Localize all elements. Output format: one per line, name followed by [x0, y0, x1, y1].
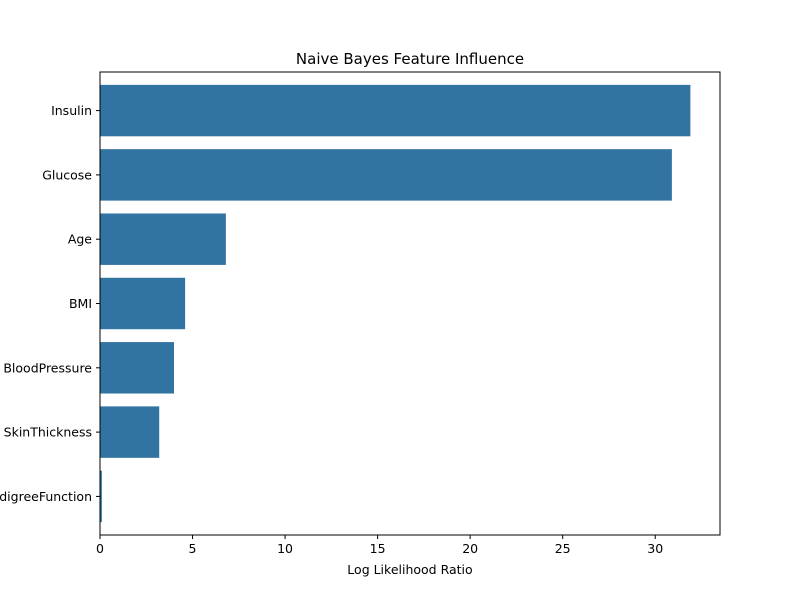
y-tick-label: DiabetesPedigreeFunction — [0, 489, 92, 504]
x-tick-label: 10 — [277, 541, 293, 556]
y-tick-label: Age — [68, 232, 92, 247]
x-tick-label: 25 — [555, 541, 571, 556]
y-tick-label: Insulin — [51, 103, 92, 118]
y-tick-label: SkinThickness — [4, 425, 92, 440]
bar-insulin — [100, 84, 691, 137]
bar-bmi — [100, 277, 186, 330]
x-tick-label: 20 — [462, 541, 478, 556]
x-axis-label: Log Likelihood Ratio — [347, 562, 472, 577]
x-tick-label: 30 — [647, 541, 663, 556]
plot-area: Insulin Glucose Age BMI BloodPressure SkinThi… — [0, 84, 691, 556]
chart-title: Naive Bayes Feature Influence — [296, 50, 524, 68]
y-tick-label: BloodPressure — [3, 360, 92, 375]
x-tick-label: 15 — [370, 541, 386, 556]
y-tick-label: BMI — [69, 296, 92, 311]
y-tick-label: Glucose — [42, 167, 92, 182]
bar-skinthickness — [100, 406, 160, 458]
bar-glucose — [100, 149, 672, 201]
plot-frame — [99, 71, 721, 536]
x-tick-label: 0 — [96, 541, 104, 556]
bar-diabetespedigreefunction — [100, 470, 102, 523]
bar-bloodpressure — [100, 342, 175, 394]
bar-age — [100, 213, 226, 265]
x-tick-label: 5 — [189, 541, 197, 556]
